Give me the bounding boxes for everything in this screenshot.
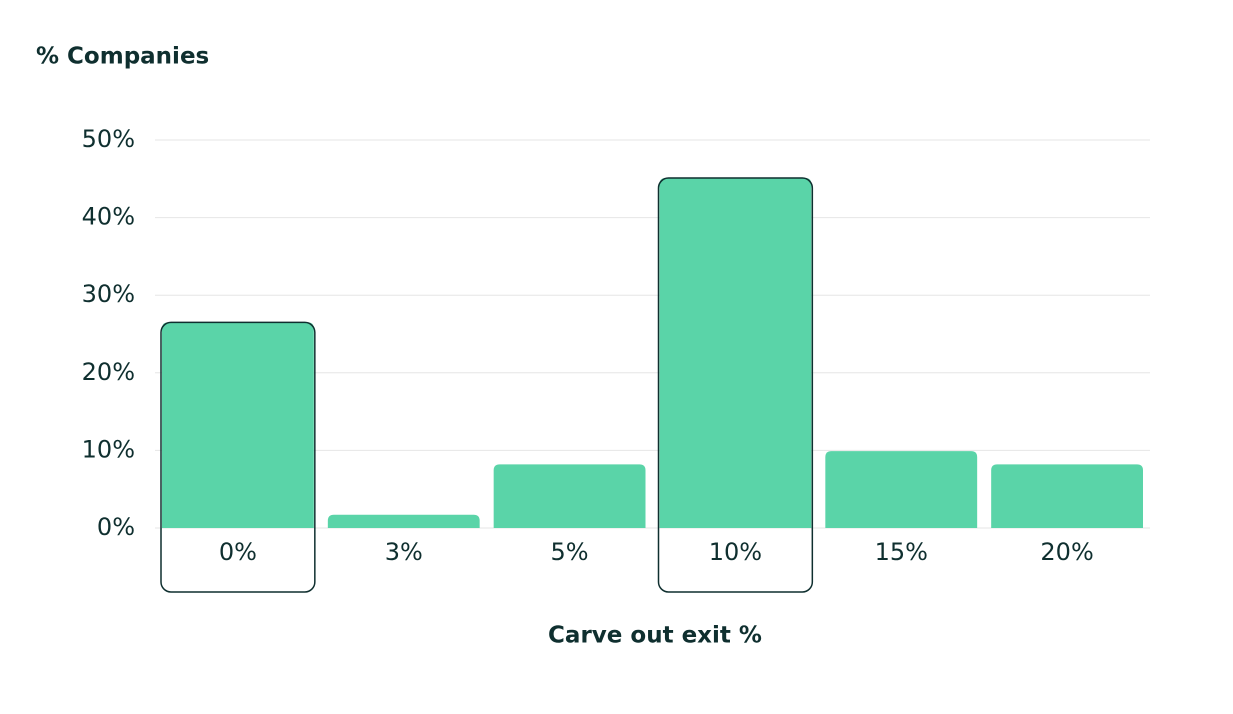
bar: [327, 514, 480, 528]
bar: [162, 322, 314, 528]
x-tick-label: 10%: [709, 538, 762, 566]
bar: [825, 451, 978, 528]
y-tick-label: 10%: [82, 435, 135, 463]
y-tick-label: 50%: [82, 125, 135, 153]
x-tick-label: 0%: [219, 538, 257, 566]
y-tick-label: 40%: [82, 203, 135, 231]
bar: [991, 464, 1143, 528]
x-tick-label: 15%: [875, 538, 928, 566]
bar: [493, 464, 646, 528]
y-tick-label: 30%: [82, 280, 135, 308]
chart-title: % Companies: [36, 44, 209, 70]
highlight-outline: [657, 177, 814, 593]
highlight-outline: [160, 321, 316, 593]
x-tick-label: 3%: [385, 538, 423, 566]
bar: [659, 178, 812, 529]
x-tick-label: 20%: [1040, 538, 1093, 566]
x-axis-label: Carve out exit %: [548, 623, 762, 649]
x-tick-label: 5%: [551, 538, 589, 566]
y-tick-label: 0%: [97, 513, 135, 541]
y-tick-label: 20%: [82, 358, 135, 386]
